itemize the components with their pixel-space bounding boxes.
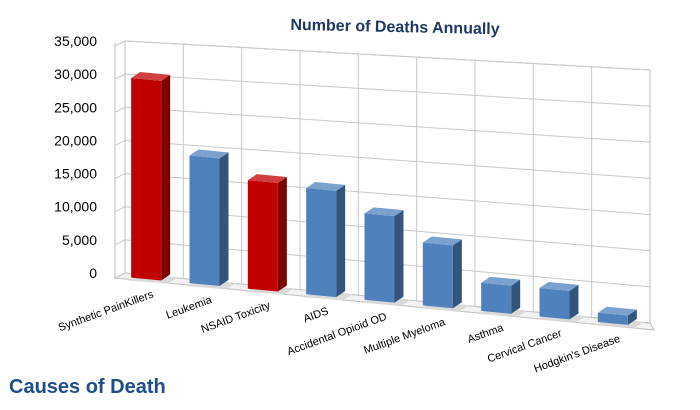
gridline-side bbox=[114, 139, 126, 146]
gridline-side bbox=[114, 40, 126, 47]
bar bbox=[364, 213, 395, 303]
bar-side bbox=[161, 74, 171, 281]
bar bbox=[422, 242, 453, 309]
y-tick-label: 5,000 bbox=[62, 232, 97, 248]
y-tick-label: 30,000 bbox=[54, 66, 97, 82]
bar-side bbox=[511, 279, 521, 314]
bar bbox=[247, 180, 278, 292]
gridline-side bbox=[114, 239, 126, 246]
bar bbox=[597, 312, 628, 325]
bar bbox=[539, 287, 570, 320]
x-tick-label: Leukemia bbox=[165, 294, 215, 322]
y-tick-label: 20,000 bbox=[54, 132, 97, 148]
bar-top bbox=[131, 72, 171, 81]
footer-label: Causes of Death bbox=[9, 376, 166, 398]
gridline-side bbox=[114, 206, 126, 213]
bar-side bbox=[394, 210, 404, 303]
x-tick-label: AIDS bbox=[302, 305, 330, 325]
gridline bbox=[124, 40, 651, 71]
bar bbox=[189, 155, 220, 286]
y-tick-label: 25,000 bbox=[54, 99, 97, 115]
gridline bbox=[124, 73, 651, 107]
bar-top bbox=[597, 306, 637, 316]
bar bbox=[306, 188, 337, 298]
gridline-side bbox=[114, 73, 126, 80]
bar-top bbox=[189, 149, 229, 159]
bar bbox=[481, 282, 512, 314]
gridline-side bbox=[114, 272, 126, 279]
gridline-side bbox=[114, 106, 126, 113]
y-tick-label: 35,000 bbox=[54, 33, 97, 49]
bar-side bbox=[627, 309, 637, 325]
bar-side bbox=[452, 239, 462, 309]
gridline-side bbox=[114, 173, 126, 180]
bar bbox=[131, 78, 162, 281]
bar-top bbox=[481, 276, 521, 286]
gridline bbox=[124, 139, 651, 179]
y-tick-label: 10,000 bbox=[54, 199, 97, 215]
y-tick-label: 15,000 bbox=[54, 166, 97, 182]
bar-top bbox=[422, 236, 462, 246]
bar-side bbox=[336, 184, 346, 298]
x-tick-label: Asthma bbox=[466, 322, 506, 346]
gridline bbox=[124, 106, 651, 143]
bar-top bbox=[247, 174, 287, 183]
x-tick-label: Synthetic PainKillers bbox=[57, 288, 156, 334]
bar-side bbox=[219, 152, 229, 286]
bar-top bbox=[364, 207, 404, 217]
bar-top bbox=[539, 281, 579, 291]
bar-side bbox=[569, 284, 579, 320]
bar-side bbox=[277, 176, 287, 292]
bar-top bbox=[306, 182, 346, 191]
y-tick-label: 0 bbox=[89, 265, 97, 281]
